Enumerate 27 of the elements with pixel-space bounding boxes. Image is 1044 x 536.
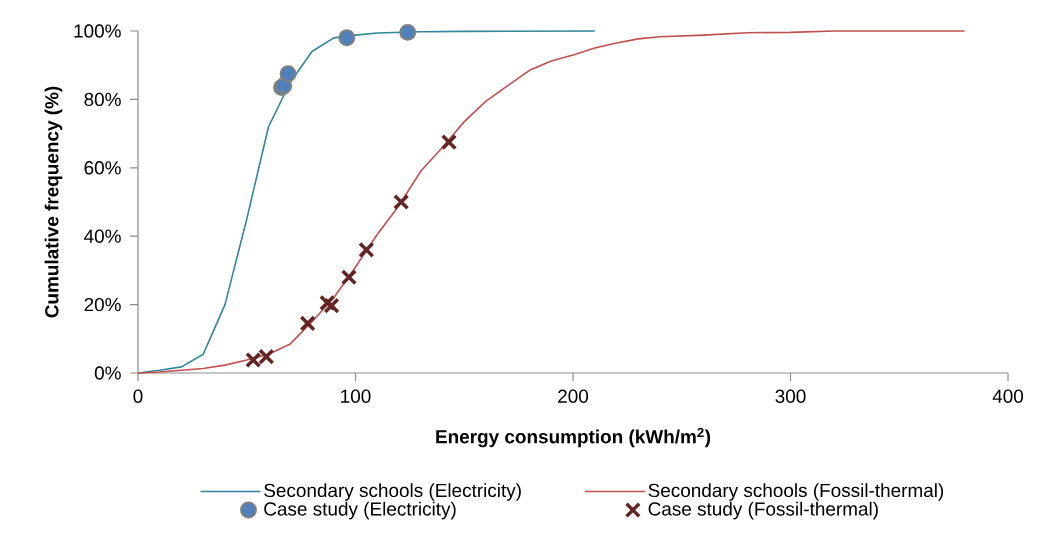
- x-tick-label: 0: [133, 389, 143, 403]
- y-tick-label: 40%: [84, 229, 121, 243]
- x-axis-title: Energy consumption (kWh/m$^{2}$): [436, 427, 711, 448]
- point: [319, 294, 336, 311]
- y-tick-label: 0%: [94, 366, 121, 380]
- y-tick-label: 80%: [84, 92, 121, 107]
- y-tick-label: 100%: [74, 24, 121, 38]
- point: [340, 269, 358, 286]
- y-tick-label: 20%: [84, 297, 121, 312]
- point: [358, 241, 375, 258]
- legend-label: Secondary schools (Fossil-thermal): [648, 483, 944, 501]
- point: [323, 297, 340, 314]
- point: [393, 193, 410, 211]
- y-tick-label: 60%: [84, 161, 121, 175]
- point: [399, 23, 417, 41]
- x-tick-label: 100: [341, 389, 371, 403]
- x-tick-label: 400: [992, 389, 1024, 403]
- legend-label: Secondary schools (Electricity): [264, 483, 521, 501]
- x-tick-label: 300: [775, 389, 806, 403]
- point: [338, 29, 356, 47]
- x-tick-label: 200: [558, 389, 589, 403]
- legend-label: Case study (Electricity): [264, 501, 456, 520]
- legend-label: Case study (Fossil-thermal): [648, 501, 878, 520]
- point: [279, 65, 297, 83]
- point: [440, 134, 458, 151]
- y-axis-title: Cumulative frequency (%): [44, 86, 63, 318]
- point: [299, 315, 316, 332]
